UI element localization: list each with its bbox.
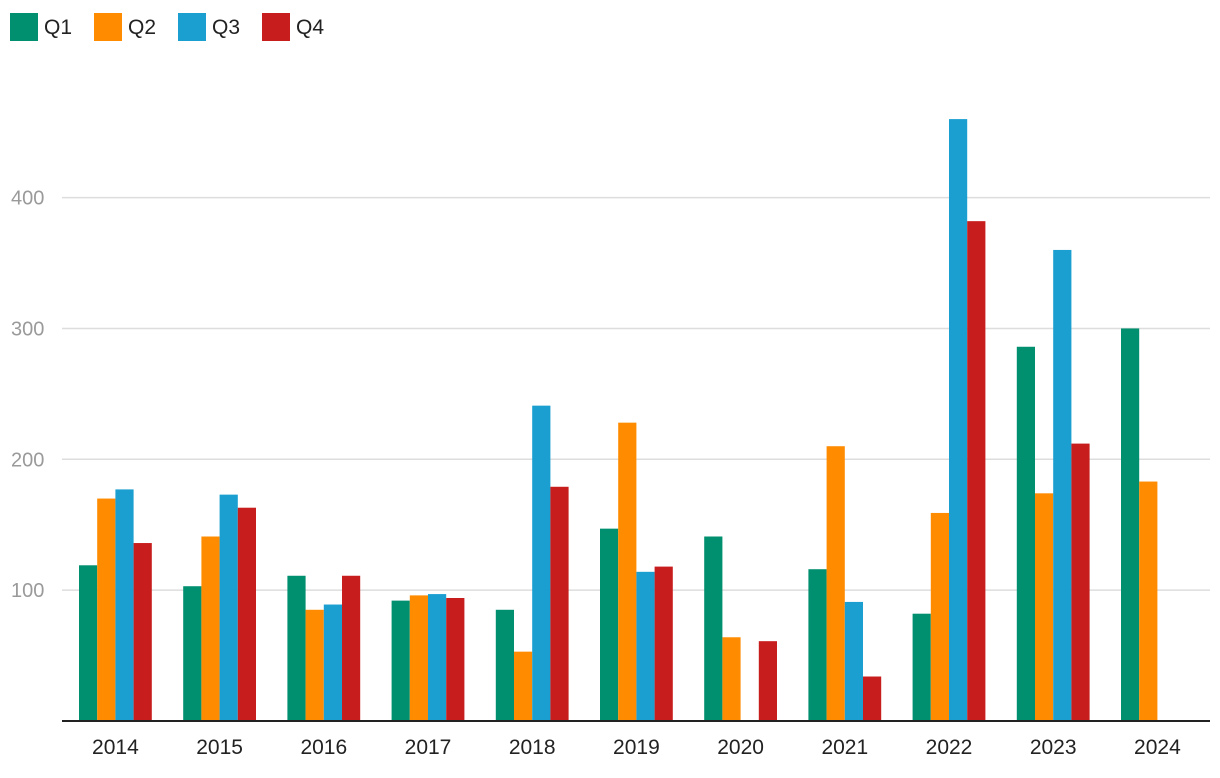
bar-2016-q2: [305, 609, 324, 721]
x-tick-label-2014: 2014: [92, 736, 139, 759]
bar-2018-q2: [514, 651, 533, 721]
bar-2020-q2: [722, 637, 741, 721]
x-tick-label-2016: 2016: [300, 736, 347, 759]
x-tick-label-2020: 2020: [717, 736, 764, 759]
bar-2020-q4: [758, 641, 777, 721]
legend-label-q1: Q1: [44, 16, 72, 39]
legend-label-q2: Q2: [128, 16, 156, 39]
bar-2023-q3: [1053, 249, 1072, 721]
bar-2023-q1: [1016, 346, 1035, 721]
bar-2015-q1: [183, 586, 202, 721]
bar-2021-q1: [808, 569, 827, 721]
bar-2019-q3: [636, 571, 655, 721]
bar-2020-q1: [704, 536, 723, 721]
bar-2016-q4: [342, 575, 361, 721]
bar-2022-q3: [949, 119, 968, 722]
legend-swatch-q1: [10, 13, 38, 41]
bar-2018-q3: [532, 405, 551, 721]
bar-2017-q2: [409, 595, 428, 721]
legend-swatch-q4: [262, 13, 290, 41]
x-tick-label-2018: 2018: [509, 736, 556, 759]
bar-2014-q4: [133, 543, 152, 721]
bar-2019-q2: [618, 422, 637, 721]
bar-2014-q2: [97, 498, 116, 721]
bar-2023-q2: [1035, 493, 1054, 721]
bar-2017-q4: [446, 598, 465, 721]
bar-2021-q2: [826, 446, 845, 721]
bar-2016-q1: [287, 575, 306, 721]
legend-label-q3: Q3: [212, 16, 240, 39]
y-tick-label: 100: [11, 580, 44, 602]
bar-2022-q2: [930, 512, 949, 721]
x-tick-label-2017: 2017: [405, 736, 452, 759]
bar-2016-q3: [323, 604, 342, 721]
x-tick-label-2021: 2021: [821, 736, 868, 759]
bar-2024-q2: [1139, 481, 1158, 721]
y-tick-label: 200: [11, 449, 44, 471]
bar-2022-q1: [912, 613, 931, 721]
bar-2017-q3: [428, 594, 447, 721]
bar-2022-q4: [967, 221, 986, 721]
bar-2019-q1: [600, 528, 619, 721]
bar-2015-q3: [219, 494, 238, 721]
x-tick-label-2022: 2022: [926, 736, 973, 759]
bar-2018-q1: [495, 609, 514, 721]
bar-2019-q4: [654, 566, 673, 721]
y-tick-label: 300: [11, 318, 44, 340]
x-tick-label-2023: 2023: [1030, 736, 1077, 759]
legend-swatch-q3: [178, 13, 206, 41]
legend-swatch-q2: [94, 13, 122, 41]
bar-2014-q1: [79, 565, 98, 721]
bar-2015-q4: [237, 507, 256, 721]
y-axis-ticks: 100 200 300 400: [11, 188, 44, 603]
bar-2015-q2: [201, 536, 220, 721]
bars: [79, 119, 1158, 722]
bar-2017-q1: [391, 600, 410, 721]
bar-2021-q4: [863, 676, 882, 721]
bar-2014-q3: [115, 489, 134, 721]
x-tick-label-2024: 2024: [1134, 736, 1181, 759]
y-tick-label: 400: [11, 188, 44, 210]
legend-label-q4: Q4: [296, 16, 324, 39]
x-axis-ticks: 2014 2015 2016 2017 2018 2019 2020 2021 2022 2023…: [92, 736, 1181, 759]
bar-2024-q1: [1121, 328, 1140, 721]
bar-2021-q3: [844, 601, 863, 721]
x-tick-label-2019: 2019: [613, 736, 660, 759]
bar-2023-q4: [1071, 443, 1090, 721]
chart-legend: Q1 Q2 Q3 Q4: [10, 13, 324, 41]
x-tick-label-2015: 2015: [196, 736, 243, 759]
bar-2018-q4: [550, 486, 569, 721]
